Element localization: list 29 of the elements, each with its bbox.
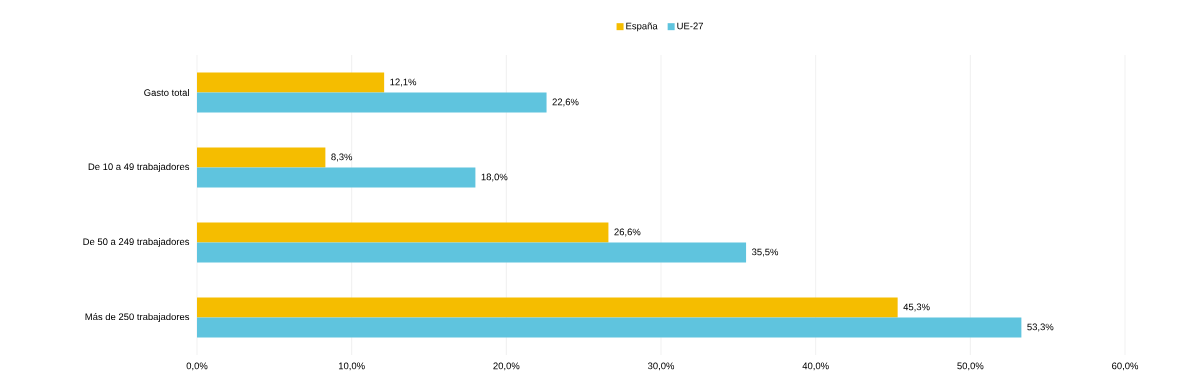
x-tick-label: 60,0% (1112, 362, 1139, 371)
legend-label: España (626, 22, 658, 32)
bar (197, 297, 898, 318)
legend-label: UE-27 (677, 22, 703, 30)
data-label: 18,0% (481, 173, 508, 182)
data-label: 35,5% (751, 248, 779, 257)
data-label: 26,6% (614, 228, 641, 237)
x-tick-label: 30,0% (647, 362, 675, 371)
x-tick-label: 50,0% (957, 362, 984, 371)
bar (197, 222, 609, 243)
x-tick-label: 0,0% (186, 362, 208, 371)
bar (197, 167, 476, 188)
bar (197, 242, 747, 263)
y-tick-label: Más de 250 trabajadores (85, 313, 190, 322)
data-label: 45,3% (903, 303, 930, 312)
x-tick-label: 20,0% (493, 362, 520, 371)
bar (197, 317, 1022, 338)
y-tick-label: De 50 a 249 trabajadores (83, 238, 190, 247)
data-label: 12,1% (390, 78, 417, 87)
data-label: 22,6% (552, 98, 579, 107)
bar (197, 147, 326, 168)
x-tick-label: 10,0% (338, 362, 365, 371)
y-tick-label: De 10 a 49 trabajadores (88, 163, 190, 172)
y-tick-label: Gasto total (144, 89, 189, 96)
bar (197, 72, 385, 93)
bar (197, 92, 547, 113)
data-label: 8,3% (331, 153, 353, 162)
data-label: 53,3% (1027, 323, 1054, 332)
x-tick-label: 40,0% (802, 362, 829, 371)
